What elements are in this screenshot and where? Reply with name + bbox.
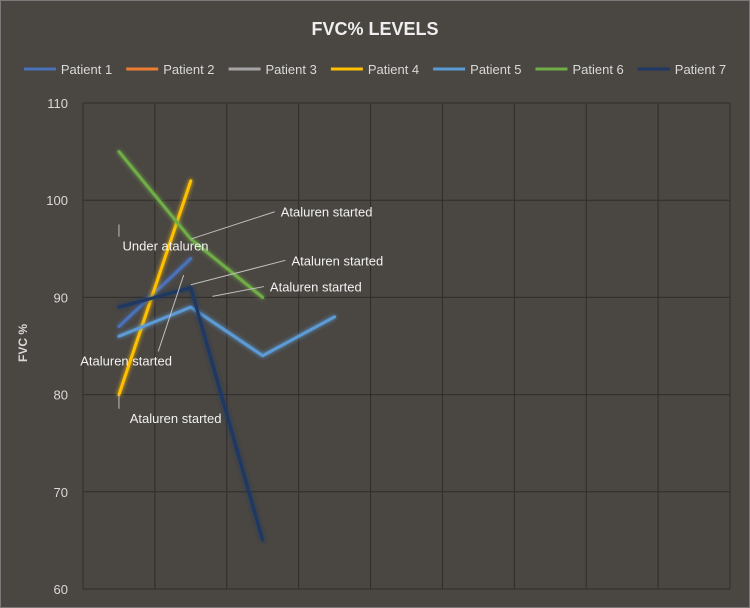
annotation-label: Ataluren started [291,253,383,268]
legend-item: Patient 5 [433,62,521,77]
legend-item: Patient 2 [126,62,215,77]
series-line [117,305,337,358]
y-tick-label: 80 [54,388,68,403]
legend-label: Patient 5 [470,62,521,77]
annotation: Under ataluren [118,224,209,254]
legend-item: Patient 7 [637,62,726,77]
series-line [117,150,265,299]
legend-label: Patient 2 [163,62,214,77]
y-tick-label: 60 [54,582,68,597]
y-tick-label: 110 [47,96,68,111]
annotation-label: Ataluren started [130,411,222,426]
series-line [117,179,193,397]
chart-title: FVC% LEVELS [311,19,438,39]
annotation-label: Ataluren started [270,280,362,295]
y-tick-label: 90 [54,290,68,305]
y-axis-ticks: 60 70 80 90 100 110 [46,96,68,597]
legend-item: Patient 1 [23,62,112,77]
legend-item: Patient 4 [330,62,419,77]
legend-label: Patient 3 [266,62,317,77]
annotation: Ataluren started [190,253,383,286]
annotation: Ataluren started [212,280,362,297]
annotation-leader [190,211,275,240]
legend-item: Patient 6 [535,62,624,77]
gridlines [82,102,731,590]
annotation: Ataluren started [118,394,222,426]
legend-label: Patient 7 [675,62,726,77]
annotation-leader [190,259,286,286]
legend-label: Patient 4 [368,62,419,77]
annotation-label: Under ataluren [123,239,209,254]
annotation-leader [157,274,185,352]
series-line [117,286,265,542]
annotation-leader [212,286,265,297]
series-line [117,257,193,329]
annotation: Ataluren started [80,274,185,368]
annotation-label: Ataluren started [80,353,172,368]
y-tick-label: 100 [46,193,68,208]
y-axis-label: FVC % [16,324,30,362]
legend-item: Patient 3 [228,62,317,77]
legend-label: Patient 6 [572,62,623,77]
y-tick-label: 70 [54,485,68,500]
annotations: Ataluren started Under ataluren Ataluren s… [80,205,383,426]
annotation-label: Ataluren started [281,205,373,220]
legend-label: Patient 1 [61,62,112,77]
legend: Patient 1 Patient 2 Patient 3 Patient 4 Pati… [23,62,726,77]
annotation: Ataluren started [190,205,373,240]
